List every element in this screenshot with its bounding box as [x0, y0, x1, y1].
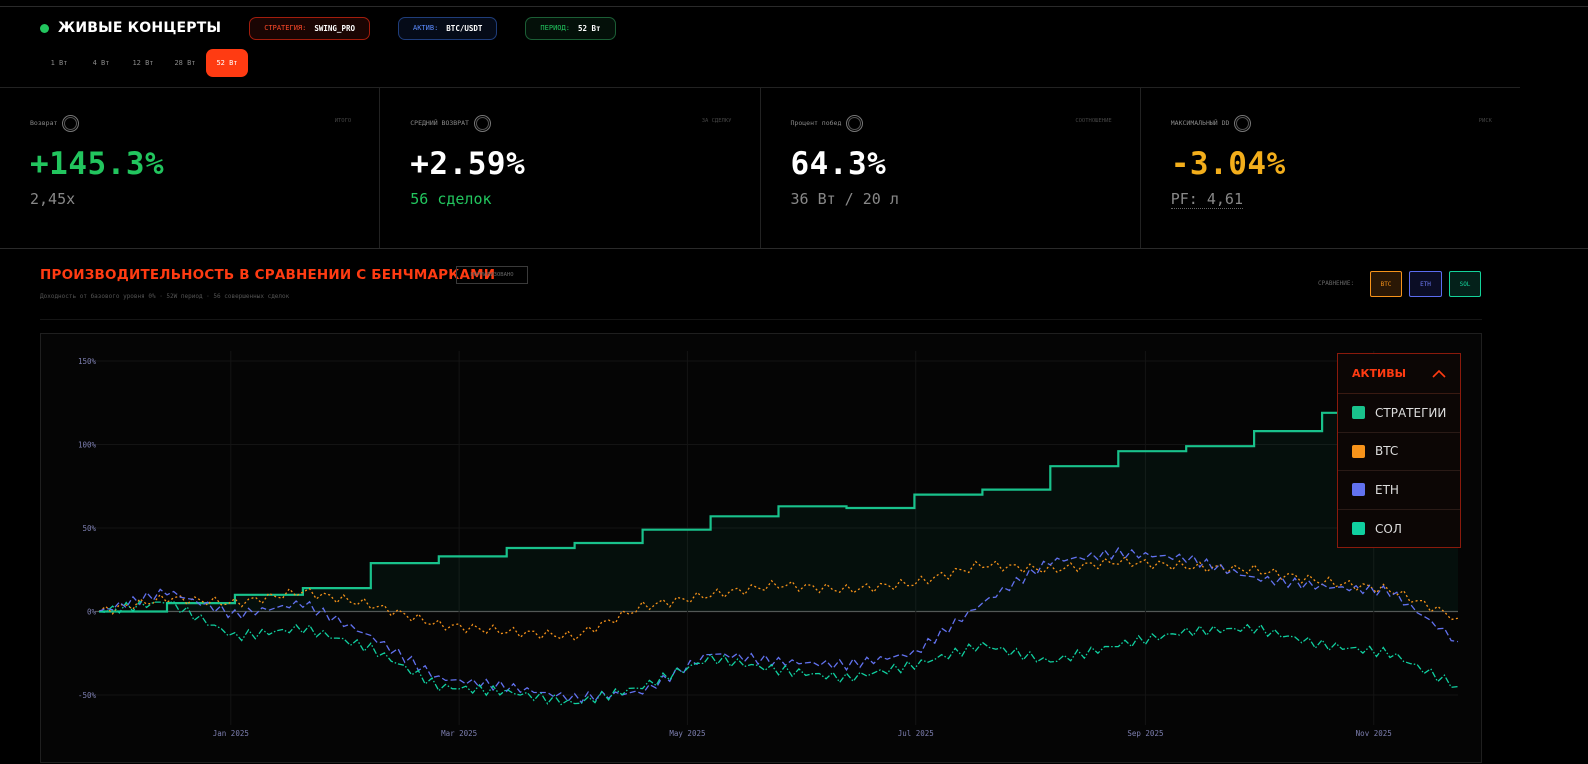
asset-pill-key: АКТИВ:: [413, 24, 439, 32]
period-tab-52w[interactable]: 52 Вт: [206, 49, 248, 77]
y-tick-label: -50%: [78, 691, 97, 700]
divider: [0, 248, 1588, 249]
profit-factor[interactable]: PF: 4,61: [1170, 190, 1243, 209]
legend-label: ETH: [1375, 482, 1399, 497]
series-line-btc: [98, 555, 1459, 642]
stat-tag: ИТОГО: [334, 118, 352, 124]
stat-sub: 36 Вт / 20 л: [790, 190, 899, 208]
legend-label: СОЛ: [1375, 521, 1402, 536]
top-divider: [0, 6, 1588, 7]
divider: [0, 87, 1520, 88]
legend-label: СТРАТЕГИИ: [1375, 405, 1447, 420]
x-tick-label: Nov 2025: [1356, 729, 1392, 738]
chevron-up-icon[interactable]: [1432, 369, 1446, 379]
y-tick-label: 50%: [82, 524, 96, 533]
performance-subtitle: Доходность от базового уровня 0% · 52W п…: [40, 293, 290, 300]
period-pill[interactable]: ПЕРИОД: 52 Вт: [525, 16, 616, 40]
series-line-eth: [98, 546, 1459, 704]
chart-svg: 150% 100% 50% 0% -50% Jan 2025 Mar 2025 May 202…: [78, 351, 1459, 738]
stat-sub: 2,45x: [30, 190, 76, 208]
stat-card-win-rate: Процент побед СООТНОШЕНИЕ 64.3% 36 Вт / …: [761, 88, 1141, 248]
strategy-pill-value: SWING_PRO: [314, 23, 355, 33]
stats-row: Возврат ИТОГО +145.3% 2,45x СРЕДНИЙ ВОЗВ…: [0, 88, 1520, 248]
legend-item-btc[interactable]: BTC: [1338, 433, 1460, 471]
stat-card-max-dd: МАКСИМАЛЬНЫЙ DD РИСК -3.04% PF: 4,61: [1141, 88, 1520, 248]
stat-tag: СООТНОШЕНИЕ: [1075, 118, 1112, 124]
assets-legend: АКТИВЫ СТРАТЕГИИ BTC ETH СОЛ: [1337, 353, 1461, 548]
legend-item-eth[interactable]: ETH: [1338, 471, 1460, 510]
info-icon[interactable]: [62, 114, 80, 132]
stat-value: -3.04%: [1170, 146, 1286, 182]
legend-swatch: [1352, 483, 1365, 497]
stat-sub: 56 сделок: [410, 190, 492, 208]
legend-header[interactable]: АКТИВЫ: [1338, 354, 1460, 394]
normalized-badge: НОРМАЛИЗОВАНО: [456, 266, 528, 284]
compare-label: СРАВНЕНИЕ:: [1318, 280, 1355, 287]
stat-tag: ЗА СДЕЛКУ: [701, 118, 732, 124]
compare-sol-button[interactable]: SOL: [1449, 271, 1481, 297]
x-tick-label: Sep 2025: [1127, 729, 1163, 738]
period-tab-12w[interactable]: 12 Вт: [132, 59, 154, 67]
strategy-pill-key: СТРАТЕГИЯ:: [264, 24, 307, 32]
live-title: ЖИВЫЕ КОНЦЕРТЫ: [58, 20, 222, 36]
stat-label: Процент побед: [790, 119, 842, 127]
legend-swatch: [1352, 406, 1365, 420]
series-line-sol: [98, 600, 1459, 706]
period-selector: 1 Вт 4 Вт 12 Вт 28 Вт 52 Вт: [38, 49, 248, 77]
compare-btc-button[interactable]: BTC: [1370, 271, 1402, 297]
legend-title: АКТИВЫ: [1352, 367, 1406, 380]
stat-value: +2.59%: [410, 146, 526, 182]
live-indicator-dot: [40, 23, 49, 33]
legend-item-strategy[interactable]: СТРАТЕГИИ: [1338, 394, 1460, 433]
y-tick-label: 100%: [78, 441, 97, 450]
x-tick-label: May 2025: [669, 729, 705, 738]
stat-tag: РИСК: [1478, 118, 1492, 124]
period-tab-28w[interactable]: 28 Вт: [174, 59, 196, 67]
y-tick-label: 150%: [78, 357, 97, 366]
info-icon[interactable]: [473, 114, 491, 132]
stat-label: СРЕДНИЙ ВОЗВРАТ: [410, 119, 469, 127]
period-pill-value: 52 Вт: [577, 23, 601, 33]
period-pill-key: ПЕРИОД:: [540, 24, 570, 32]
strategy-pill[interactable]: СТРАТЕГИЯ: SWING_PRO: [249, 16, 370, 40]
series-line-strategy: [99, 406, 1458, 613]
stat-value: +145.3%: [30, 146, 165, 182]
stat-card-avg-return: СРЕДНИЙ ВОЗВРАТ ЗА СДЕЛКУ +2.59% 56 сдел…: [380, 88, 761, 248]
x-tick-label: Jan 2025: [213, 729, 249, 738]
x-tick-label: Jul 2025: [898, 729, 934, 738]
info-icon[interactable]: [846, 114, 864, 132]
performance-chart: 150% 100% 50% 0% -50% Jan 2025 Mar 2025 May 202…: [40, 333, 1482, 763]
compare-eth-button[interactable]: ETH: [1409, 271, 1442, 297]
legend-swatch: [1352, 444, 1365, 458]
x-tick-label: Mar 2025: [441, 729, 477, 738]
period-tab-1w[interactable]: 1 Вт: [50, 59, 68, 67]
stat-label: МАКСИМАЛЬНЫЙ DD: [1170, 119, 1230, 127]
stat-card-return: Возврат ИТОГО +145.3% 2,45x: [0, 88, 381, 248]
info-icon[interactable]: [1234, 114, 1252, 132]
legend-swatch: [1352, 522, 1365, 536]
divider: [40, 319, 1482, 320]
asset-pill-value: BTC/USDT: [446, 23, 483, 33]
period-tab-4w[interactable]: 4 Вт: [92, 59, 110, 67]
asset-pill[interactable]: АКТИВ: BTC/USDT: [398, 16, 498, 40]
header-bar: ЖИВЫЕ КОНЦЕРТЫ СТРАТЕГИЯ: SWING_PRO АКТИ…: [40, 16, 644, 40]
legend-item-sol[interactable]: СОЛ: [1338, 510, 1460, 549]
legend-label: BTC: [1375, 444, 1399, 459]
stat-value: 64.3%: [790, 146, 887, 182]
stat-label: Возврат: [30, 119, 58, 127]
performance-title: ПРОИЗВОДИТЕЛЬНОСТЬ В СРАВНЕНИИ С БЕНЧМАР…: [40, 267, 496, 283]
y-tick-label: 0%: [87, 608, 97, 617]
